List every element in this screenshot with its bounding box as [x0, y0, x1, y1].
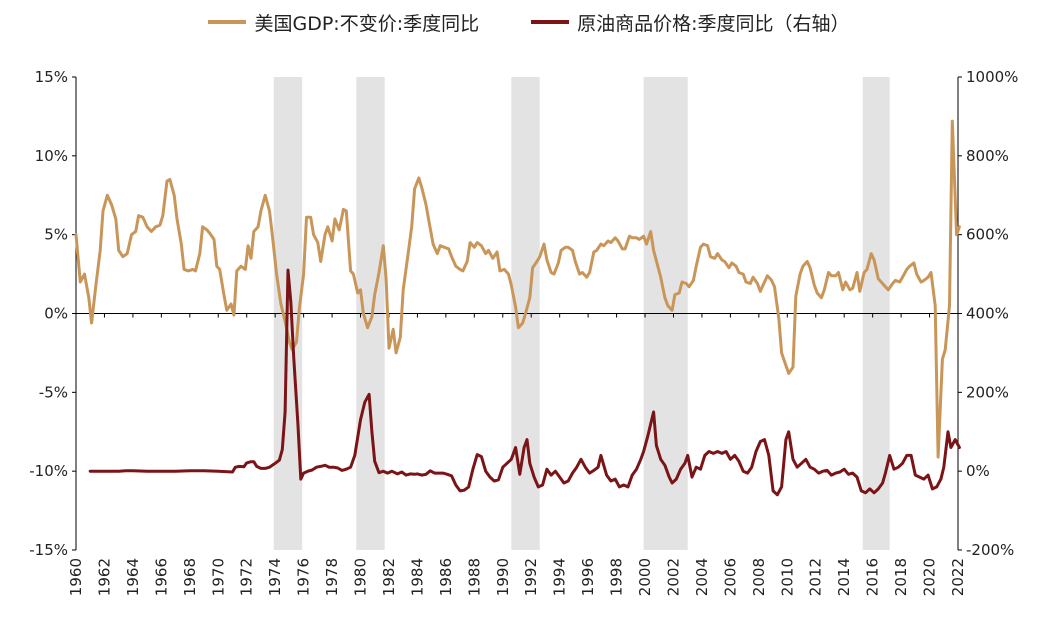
x-tick-label: 1994 — [551, 558, 569, 596]
legend-item-oil: 原油商品价格:季度同比（右轴） — [531, 9, 850, 36]
x-tick-label: 1992 — [522, 558, 540, 596]
legend-label-gdp: 美国GDP:不变价:季度同比 — [254, 12, 480, 35]
right-tick-label: 600% — [966, 226, 1009, 244]
series-line-gdp — [74, 119, 961, 459]
x-tick-label: 1972 — [238, 558, 256, 596]
x-tick-label: 1966 — [152, 558, 170, 596]
left-tick-label: -5% — [39, 383, 68, 401]
x-tick-label: 1970 — [209, 558, 227, 596]
x-tick-label: 1978 — [323, 558, 341, 596]
x-tick-label: 2002 — [664, 558, 682, 596]
left-tick-label: -15% — [29, 541, 68, 559]
legend-swatch-oil — [531, 20, 570, 24]
legend-swatch-gdp — [208, 20, 247, 24]
x-tick-label: 1964 — [124, 558, 142, 596]
x-tick-label: 1984 — [408, 558, 426, 596]
x-tick-label: 1998 — [608, 558, 626, 596]
x-tick-label: 1976 — [295, 558, 313, 596]
x-tick-label: 1988 — [465, 558, 483, 596]
x-tick-label: 1962 — [95, 558, 113, 596]
left-tick-label: 5% — [44, 226, 68, 244]
left-tick-label: 15% — [35, 68, 68, 86]
x-tick-label: 2014 — [835, 558, 853, 596]
left-tick-label: 10% — [35, 147, 68, 165]
x-tick-label: 2006 — [721, 558, 739, 596]
right-tick-label: 0% — [966, 462, 990, 480]
x-tick-label: 2020 — [921, 558, 939, 596]
right-tick-label: 1000% — [966, 68, 1018, 86]
x-tick-label: 1996 — [579, 558, 597, 596]
x-tick-label: 1986 — [437, 558, 455, 596]
x-tick-label: 1980 — [352, 558, 370, 596]
legend-label-oil: 原油商品价格:季度同比（右轴） — [577, 12, 850, 35]
x-tick-label: 2018 — [892, 558, 910, 596]
right-tick-label: -200% — [966, 541, 1014, 559]
left-tick-label: 0% — [44, 305, 68, 323]
x-tick-label: 1960 — [67, 558, 85, 596]
tick-labels: 15% 10% 5% 0% -5% -10% -15% 1000% 800% 600% 400% 20… — [29, 68, 1018, 596]
left-tick-label: -10% — [29, 462, 68, 480]
series-line-oil — [88, 268, 961, 497]
x-tick-label: 1968 — [181, 558, 199, 596]
x-tick-label: 2008 — [750, 558, 768, 596]
legend-item-gdp: 美国GDP:不变价:季度同比 — [208, 9, 479, 36]
x-tick-label: 1982 — [380, 558, 398, 596]
chart-legend: 美国GDP:不变价:季度同比 原油商品价格:季度同比（右轴） — [0, 4, 1058, 40]
right-tick-label: 200% — [966, 383, 1009, 401]
series-lines — [74, 119, 961, 497]
x-tick-label: 2012 — [807, 558, 825, 596]
x-tick-label: 1974 — [266, 558, 284, 596]
right-tick-label: 800% — [966, 147, 1009, 165]
x-tick-label: 2022 — [949, 558, 967, 596]
x-tick-label: 2016 — [864, 558, 882, 596]
x-tick-label: 2000 — [636, 558, 654, 596]
x-tick-label: 1990 — [494, 558, 512, 596]
right-tick-label: 400% — [966, 305, 1009, 323]
x-tick-label: 2004 — [693, 558, 711, 596]
x-tick-label: 2010 — [778, 558, 796, 596]
